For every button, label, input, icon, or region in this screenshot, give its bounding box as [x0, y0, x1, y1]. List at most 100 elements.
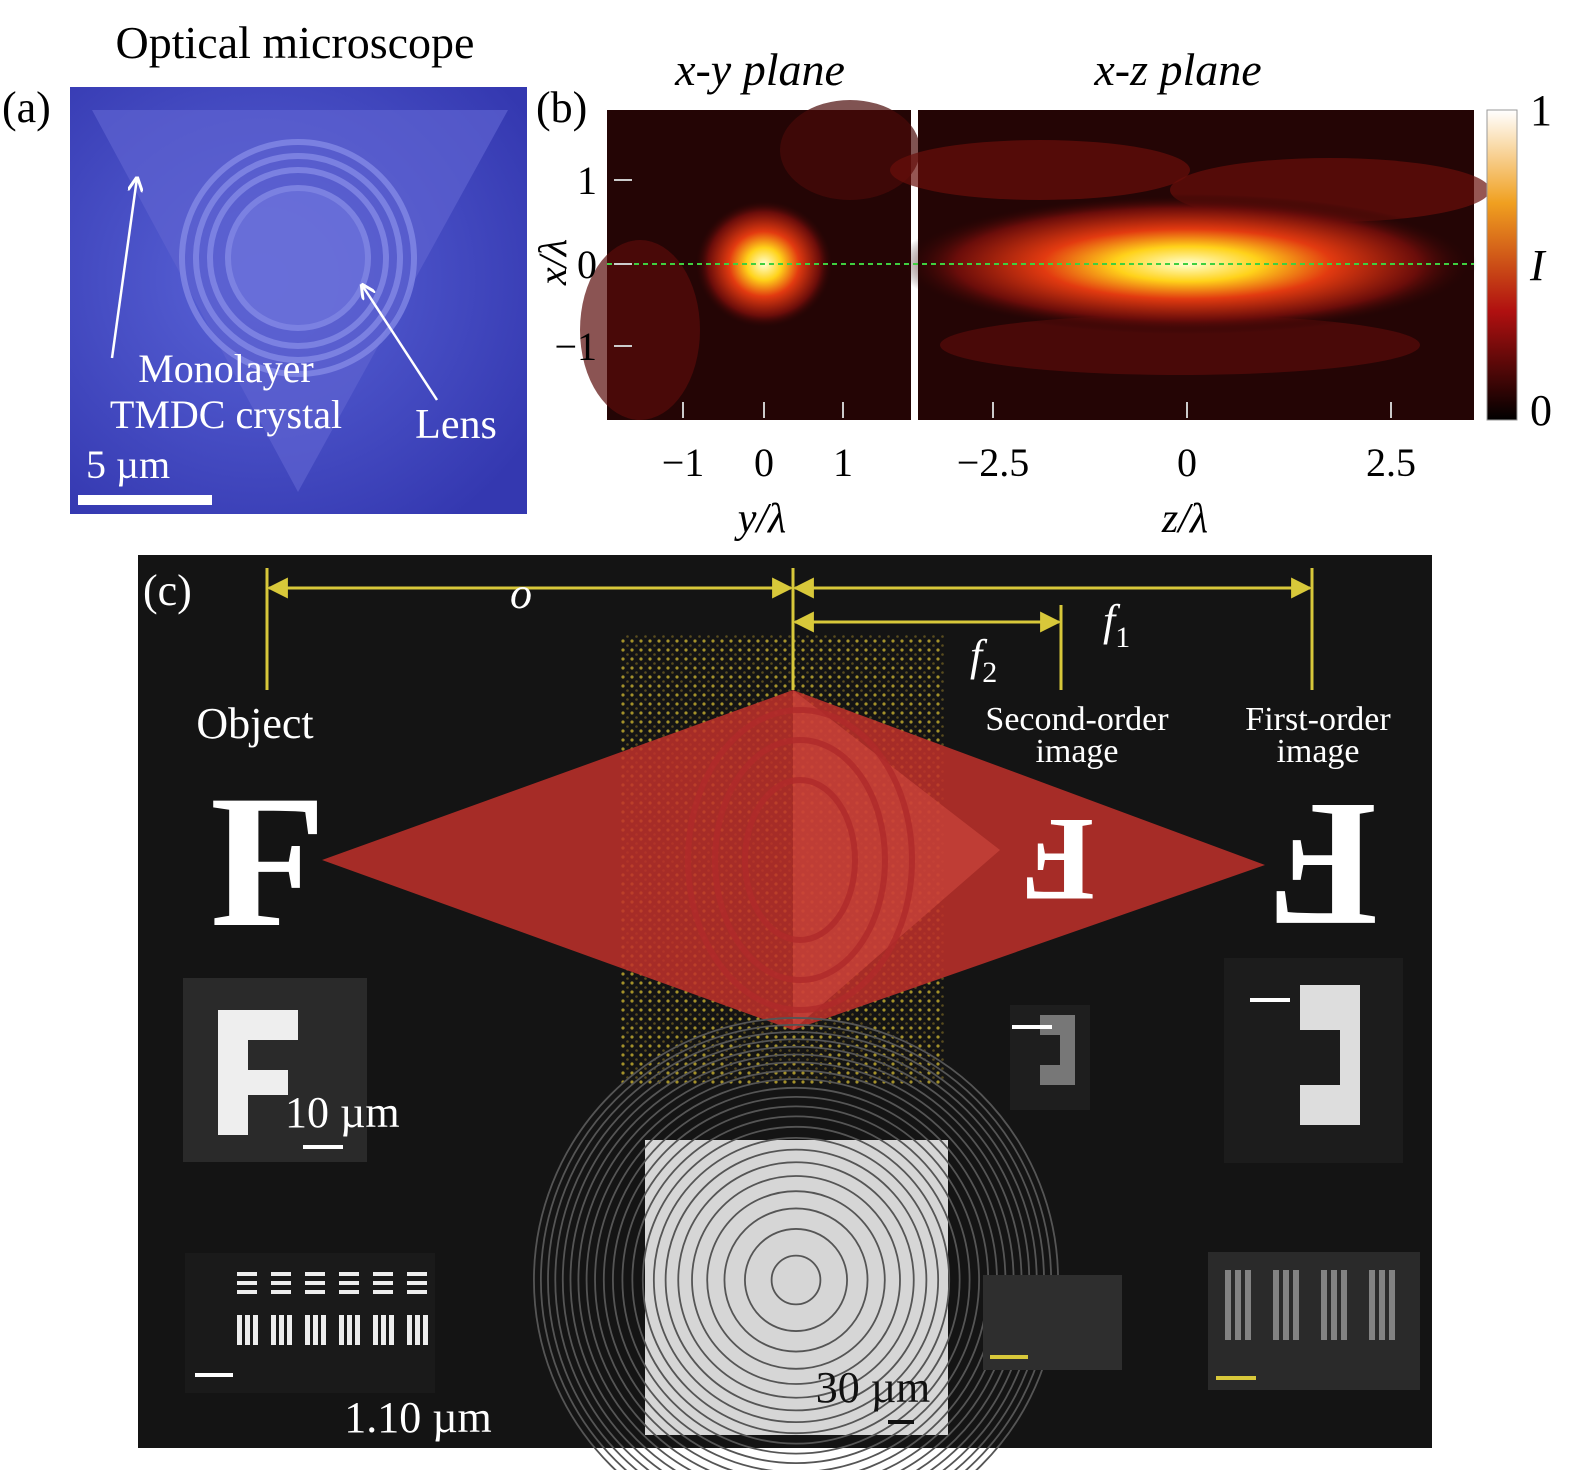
bar [381, 1315, 386, 1345]
scale-label: 5 µm [86, 442, 170, 487]
arrow [110, 178, 137, 359]
ring [723, 1207, 869, 1353]
x-tick-label: 2.5 [1366, 440, 1416, 485]
bar [237, 1281, 257, 1285]
bar [271, 1290, 291, 1294]
bar [253, 1315, 258, 1345]
micrograph-f [218, 1010, 298, 1135]
label: image [1035, 733, 1118, 770]
bar [1331, 1270, 1337, 1340]
bar [271, 1281, 291, 1285]
colorbar [1486, 109, 1518, 421]
bar [373, 1272, 393, 1276]
panel-c: (c) o f1 f2 Object Second-order image Fi… [138, 555, 1432, 1475]
bar [347, 1315, 352, 1345]
x-tick-label: −2.5 [957, 440, 1030, 485]
arrow [362, 285, 439, 401]
bar [339, 1272, 359, 1276]
scale-bar [1012, 1025, 1052, 1029]
ring [652, 1136, 940, 1424]
distance-label: o [510, 569, 532, 618]
bar [305, 1290, 325, 1294]
scale-bar [990, 1355, 1028, 1359]
bar [407, 1315, 412, 1345]
subscript: 1 [1115, 621, 1130, 654]
bar [237, 1272, 257, 1276]
y-tick-label: 1 [577, 158, 597, 203]
x-tick-label: 0 [1177, 440, 1197, 485]
scale-bar [195, 1373, 233, 1377]
x-tick-label: 1 [833, 440, 853, 485]
bar [305, 1272, 325, 1276]
bar [237, 1315, 242, 1345]
bar [1369, 1270, 1375, 1340]
image-letter: F [1268, 766, 1378, 965]
bar [1273, 1270, 1279, 1340]
ring [677, 1161, 915, 1399]
panel-title: x-y plane [674, 44, 845, 95]
colorbar-tick: 0 [1530, 386, 1552, 435]
bar [407, 1290, 427, 1294]
zone-plate [645, 1140, 948, 1435]
bar [389, 1315, 394, 1345]
bar [271, 1315, 276, 1345]
bar [415, 1315, 420, 1345]
y-tick-label: 0 [577, 242, 597, 287]
side-lobe [890, 140, 1190, 200]
bar [423, 1315, 428, 1345]
ring [612, 1096, 980, 1464]
annotation: TMDC crystal [110, 392, 342, 437]
ring [664, 1148, 928, 1412]
subscript: 2 [982, 656, 997, 689]
panel-title: x-z plane [1093, 44, 1261, 95]
x-tick-label: −1 [662, 440, 705, 485]
axis-label: z/λ [1161, 496, 1208, 542]
label: Object [196, 699, 313, 748]
annotation: Lens [415, 402, 497, 448]
bar [313, 1315, 318, 1345]
label: First-order [1245, 701, 1391, 738]
x-tick-label: 0 [754, 440, 774, 485]
object-letter: F [210, 757, 326, 967]
panel-label: (a) [2, 83, 51, 132]
panel-title: Optical microscope [116, 17, 475, 68]
panel-b: (b) x-y plane x-z plane 1 0 I x/λ y/λ z/… [530, 44, 1552, 542]
micrograph-f [1040, 1015, 1075, 1085]
bar [373, 1290, 393, 1294]
bar [321, 1315, 326, 1345]
side-lobe [940, 315, 1420, 375]
scale-bar [1216, 1376, 1256, 1380]
ring [691, 1175, 901, 1385]
bar [1293, 1270, 1299, 1340]
bar [407, 1281, 427, 1285]
bar [373, 1281, 393, 1285]
bar [1321, 1270, 1327, 1340]
label: image [1276, 733, 1359, 770]
ring [744, 1228, 848, 1332]
bar [355, 1315, 360, 1345]
colorbar-label: I [1529, 241, 1547, 290]
bar [305, 1281, 325, 1285]
bar [339, 1290, 359, 1294]
bar [1245, 1270, 1251, 1340]
lens-rings [685, 707, 915, 1013]
bar [339, 1281, 359, 1285]
bar [245, 1315, 250, 1345]
scale-bar [888, 1420, 914, 1424]
annotation: Monolayer [138, 346, 314, 391]
bar [237, 1290, 257, 1294]
ring [770, 1254, 822, 1306]
bar [1235, 1270, 1241, 1340]
bar [305, 1315, 310, 1345]
bar [287, 1315, 292, 1345]
axis-label: x/λ [530, 239, 575, 286]
scale-label: 1.10 µm [344, 1393, 492, 1442]
ring [621, 1105, 971, 1455]
bar [1225, 1270, 1231, 1340]
bar [339, 1315, 344, 1345]
bar [1283, 1270, 1289, 1340]
bar [1389, 1270, 1395, 1340]
bar [271, 1272, 291, 1276]
micrograph [983, 1275, 1122, 1370]
